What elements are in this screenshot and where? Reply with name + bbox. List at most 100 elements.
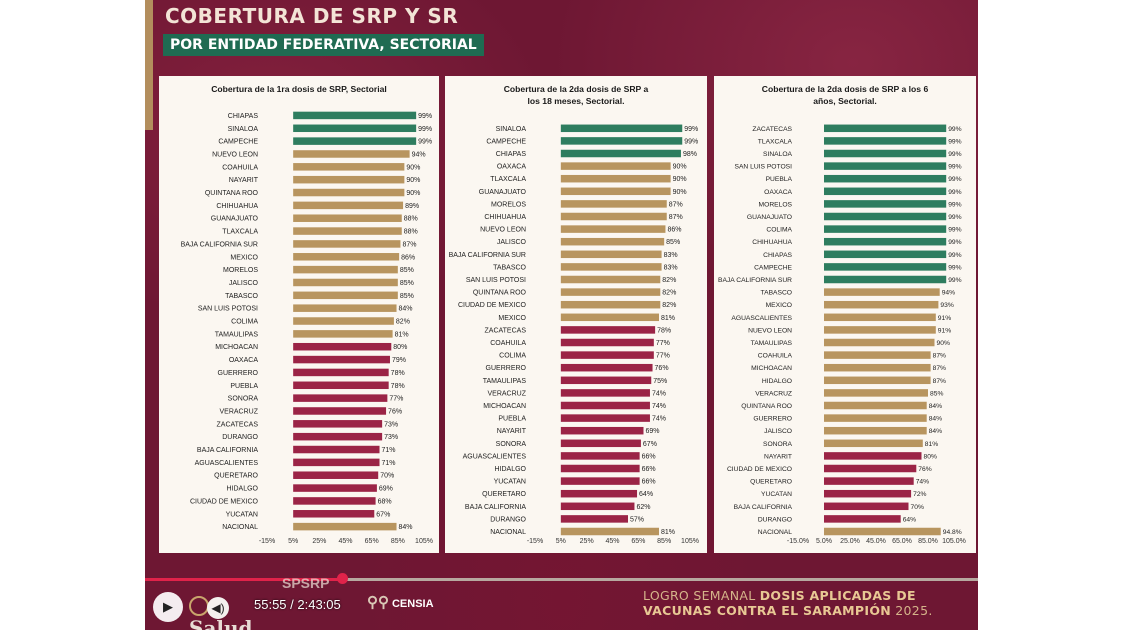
value-label: 81% xyxy=(395,331,409,338)
bar xyxy=(293,124,417,133)
value-label: 99% xyxy=(948,151,961,158)
bar xyxy=(824,326,936,334)
value-label: 67% xyxy=(376,511,390,518)
bar xyxy=(560,288,661,296)
volume-icon[interactable]: ◀) xyxy=(207,597,229,619)
category-label: PUEBLA xyxy=(230,383,258,390)
category-label: DURANGO xyxy=(758,516,792,523)
tick-label: 105.0% xyxy=(942,538,966,545)
bar xyxy=(293,240,401,248)
chart-title: Cobertura de la 2da dosis de SRP a los 6 xyxy=(762,84,929,94)
value-label: 76% xyxy=(918,466,931,473)
category-label: OAXACA xyxy=(497,164,527,171)
category-label: TAMAULIPAS xyxy=(215,331,259,338)
bar xyxy=(560,363,653,372)
category-label: SAN LUIS POTOSI xyxy=(735,164,793,171)
bar xyxy=(824,363,931,372)
category-label: QUINTANA ROO xyxy=(205,190,259,197)
chart-title: Cobertura de la 2da dosis de SRP a xyxy=(504,84,649,94)
category-label: MEXICO xyxy=(498,315,526,322)
bar xyxy=(824,389,928,397)
category-label: CHIHUAHUA xyxy=(484,214,526,221)
value-label: 98% xyxy=(683,151,697,158)
value-label: 93% xyxy=(940,302,953,309)
bar xyxy=(824,263,947,271)
bar xyxy=(293,304,397,312)
value-label: 99% xyxy=(948,126,961,133)
bar xyxy=(560,401,650,410)
bar-chart-first-dose: Cobertura de la 1ra dosis de SRP, Sector… xyxy=(181,84,433,545)
bar xyxy=(824,237,947,246)
value-label: 82% xyxy=(396,319,410,326)
category-label: BAJA CALIFORNIA SUR xyxy=(181,241,258,248)
value-label: 83% xyxy=(664,252,678,259)
bar xyxy=(293,355,390,364)
bar xyxy=(824,351,931,359)
bar xyxy=(293,420,383,428)
bar xyxy=(560,300,661,309)
video-progress-track[interactable] xyxy=(145,578,978,581)
value-label: 73% xyxy=(384,434,398,441)
category-label: YUCATAN xyxy=(226,511,258,518)
category-label: MORELOS xyxy=(759,201,793,208)
category-label: MORELOS xyxy=(223,267,258,274)
value-label: 85% xyxy=(400,293,414,300)
value-label: 90% xyxy=(673,164,687,171)
bar xyxy=(824,300,939,309)
value-label: 87% xyxy=(402,241,416,248)
bar xyxy=(293,137,417,145)
play-button[interactable]: ▶ xyxy=(153,592,183,622)
value-label: 90% xyxy=(406,190,420,197)
value-label: 76% xyxy=(388,408,402,415)
bar xyxy=(824,288,940,296)
bar xyxy=(824,137,947,145)
category-label: CHIAPAS xyxy=(496,151,527,158)
tick-label: -15% xyxy=(259,538,275,545)
category-label: MICHOACAN xyxy=(215,344,258,351)
bar xyxy=(293,510,375,518)
value-label: 76% xyxy=(655,365,669,372)
category-label: GUANAJUATO xyxy=(479,189,527,196)
video-progress-handle[interactable] xyxy=(337,573,349,584)
value-label: 99% xyxy=(418,113,432,120)
category-label: BAJA CALIFORNIA SUR xyxy=(718,277,792,284)
value-label: 79% xyxy=(392,357,406,364)
category-label: HIDALGO xyxy=(494,466,526,473)
category-label: BAJA CALIFORNIA xyxy=(197,447,258,454)
people-icon: ⚲⚲ xyxy=(367,594,389,611)
value-label: 85% xyxy=(400,280,414,287)
bar xyxy=(560,376,652,385)
value-label: 78% xyxy=(391,383,405,390)
tick-label: 85% xyxy=(391,538,405,545)
banner-line1-bold: DOSIS APLICADAS DE xyxy=(759,588,916,603)
value-label: 90% xyxy=(937,340,950,347)
bar xyxy=(560,426,644,435)
category-label: GUANAJUATO xyxy=(211,216,259,223)
bar xyxy=(824,250,947,259)
category-label: JALISCO xyxy=(764,428,792,435)
category-label: TLAXCALA xyxy=(222,229,258,236)
bar xyxy=(560,263,662,271)
category-label: CHIAPAS xyxy=(228,113,259,120)
category-label: HIDALGO xyxy=(762,378,792,385)
value-label: 64% xyxy=(903,516,916,523)
category-label: CIUDAD DE MEXICO xyxy=(458,302,527,309)
censia-logo: ⚲⚲ CENSIA xyxy=(367,593,434,611)
bar xyxy=(293,201,404,210)
bar xyxy=(560,489,638,498)
bar xyxy=(293,227,402,235)
accent-bar xyxy=(145,0,153,130)
category-label: ZACATECAS xyxy=(217,421,259,428)
value-label: 87% xyxy=(669,214,683,221)
bar xyxy=(824,124,947,133)
value-label: 71% xyxy=(382,447,396,454)
value-label: 99% xyxy=(948,239,961,246)
value-label: 85% xyxy=(930,390,943,397)
bar xyxy=(824,187,947,196)
bar xyxy=(824,275,947,284)
chart-panel-second-dose-18m: Cobertura de la 2da dosis de SRP a los 18… xyxy=(445,76,707,553)
value-label: 94% xyxy=(942,290,955,297)
bar xyxy=(560,515,628,523)
tick-label: -15% xyxy=(527,538,543,545)
value-label: 69% xyxy=(646,428,660,435)
